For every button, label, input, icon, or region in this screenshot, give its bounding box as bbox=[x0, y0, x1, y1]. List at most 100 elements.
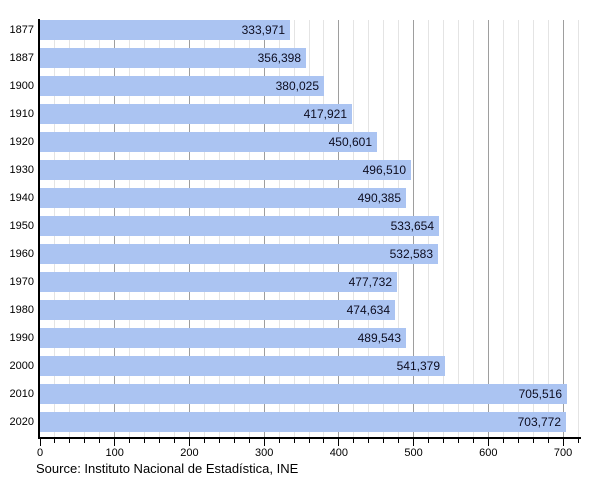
bar: 474,634 bbox=[40, 300, 395, 320]
x-axis-major-tick bbox=[188, 439, 190, 446]
bar: 490,385 bbox=[40, 188, 406, 208]
bar-value-label: 333,971 bbox=[241, 23, 285, 37]
x-axis-minor-tick bbox=[248, 439, 250, 443]
x-axis-tick-label: 0 bbox=[36, 447, 44, 459]
bar: 489,543 bbox=[40, 328, 406, 348]
x-axis-major-tick bbox=[39, 439, 41, 446]
x-axis-minor-tick bbox=[218, 439, 220, 443]
bar-value-label: 541,379 bbox=[396, 359, 440, 373]
x-axis-minor-tick bbox=[532, 439, 534, 443]
x-axis-minor-tick bbox=[84, 439, 86, 443]
y-axis-label: 1910 bbox=[9, 108, 34, 120]
minor-gridline bbox=[577, 20, 579, 437]
minor-gridline bbox=[472, 20, 474, 437]
minor-gridline bbox=[457, 20, 459, 437]
x-axis-tick-label: 100 bbox=[105, 447, 124, 459]
y-axis-label: 1980 bbox=[9, 304, 34, 316]
bar: 417,921 bbox=[40, 104, 352, 124]
x-axis-tick-label: 400 bbox=[329, 447, 349, 459]
y-axis-label: 1940 bbox=[9, 192, 34, 204]
bar-value-label: 533,654 bbox=[390, 219, 434, 233]
y-axis-label: 1970 bbox=[9, 276, 34, 288]
bar-value-label: 532,583 bbox=[389, 247, 433, 261]
x-axis-minor-tick bbox=[159, 439, 161, 443]
x-axis-minor-tick bbox=[577, 439, 579, 443]
minor-gridline bbox=[502, 20, 504, 437]
bar-value-label: 703,772 bbox=[517, 415, 561, 429]
y-axis-label: 2010 bbox=[9, 388, 34, 400]
minor-gridline bbox=[443, 20, 444, 437]
minor-gridline bbox=[532, 20, 534, 437]
y-axis-label: 1920 bbox=[9, 136, 34, 148]
bar: 333,971 bbox=[40, 20, 290, 40]
bar-value-label: 450,601 bbox=[328, 135, 372, 149]
bar: 450,601 bbox=[40, 132, 377, 152]
x-axis-tick-label: 300 bbox=[254, 447, 274, 459]
x-axis-minor-tick bbox=[293, 439, 295, 443]
plot-area: 333,971 356,398 380,025 417,921 450,601 496,5… bbox=[40, 20, 579, 437]
bar: 356,398 bbox=[40, 48, 306, 68]
x-axis-minor-tick bbox=[428, 439, 430, 443]
x-axis-tick-label: 200 bbox=[180, 447, 199, 459]
x-axis-minor-tick bbox=[457, 439, 459, 443]
x-axis-minor-tick bbox=[129, 439, 131, 443]
bar-value-label: 356,398 bbox=[257, 51, 301, 65]
bar-value-label: 490,385 bbox=[357, 191, 401, 205]
x-axis-minor-tick bbox=[99, 439, 101, 443]
bar-value-label: 496,510 bbox=[362, 163, 406, 177]
y-axis-label: 1930 bbox=[9, 164, 34, 176]
x-axis-major-tick bbox=[338, 439, 340, 446]
x-axis-tick-label: 600 bbox=[479, 447, 498, 459]
minor-gridline bbox=[547, 20, 549, 437]
x-axis-major-tick bbox=[114, 439, 116, 446]
major-gridline bbox=[487, 20, 489, 437]
x-axis-minor-tick bbox=[54, 439, 56, 443]
y-axis-label: 1960 bbox=[9, 248, 34, 260]
bar: 541,379 bbox=[40, 356, 445, 376]
y-axis-label: 1990 bbox=[9, 332, 34, 344]
bar: 477,732 bbox=[40, 272, 397, 292]
source-note: Source: Instituto Nacional de Estadístic… bbox=[36, 461, 299, 476]
bar: 380,025 bbox=[40, 76, 324, 96]
minor-gridline bbox=[517, 20, 519, 437]
y-axis-label: 1900 bbox=[9, 80, 34, 92]
bar-value-label: 417,921 bbox=[303, 107, 347, 121]
x-axis-major-tick bbox=[263, 439, 265, 446]
x-axis-major-tick bbox=[487, 439, 489, 446]
x-axis-minor-tick bbox=[368, 439, 370, 443]
major-gridline bbox=[562, 20, 564, 437]
y-axis-label: 1887 bbox=[9, 52, 34, 64]
x-axis-minor-tick bbox=[502, 439, 504, 443]
x-axis-minor-tick bbox=[144, 439, 146, 443]
x-axis-minor-tick bbox=[203, 439, 205, 443]
x-axis-minor-tick bbox=[353, 439, 355, 443]
y-axis-label: 2000 bbox=[9, 360, 34, 372]
y-axis-label: 1877 bbox=[9, 24, 34, 36]
bar-value-label: 380,025 bbox=[275, 79, 319, 93]
x-axis-minor-tick bbox=[233, 439, 235, 443]
bar-value-label: 474,634 bbox=[346, 303, 390, 317]
x-axis-minor-tick bbox=[443, 439, 444, 443]
x-axis-line bbox=[38, 437, 581, 439]
x-axis-major-tick bbox=[413, 439, 415, 446]
x-axis-minor-tick bbox=[69, 439, 71, 443]
x-axis-minor-tick bbox=[174, 439, 175, 443]
x-axis-minor-tick bbox=[278, 439, 280, 443]
x-axis-minor-tick bbox=[323, 439, 325, 443]
bar-value-label: 705,516 bbox=[518, 387, 562, 401]
x-axis-minor-tick bbox=[517, 439, 519, 443]
x-axis-minor-tick bbox=[547, 439, 549, 443]
x-axis-tick-label: 500 bbox=[404, 447, 423, 459]
bar: 496,510 bbox=[40, 160, 411, 180]
x-axis-minor-tick bbox=[383, 439, 385, 443]
bar: 533,654 bbox=[40, 216, 439, 236]
bar: 705,516 bbox=[40, 384, 567, 404]
x-axis-minor-tick bbox=[472, 439, 474, 443]
bar-value-label: 489,543 bbox=[357, 331, 401, 345]
y-axis-line bbox=[38, 19, 40, 439]
bar-value-label: 477,732 bbox=[348, 275, 392, 289]
x-axis-tick-label: 700 bbox=[553, 447, 573, 459]
x-axis-minor-tick bbox=[308, 439, 310, 443]
x-axis-minor-tick bbox=[398, 439, 400, 443]
